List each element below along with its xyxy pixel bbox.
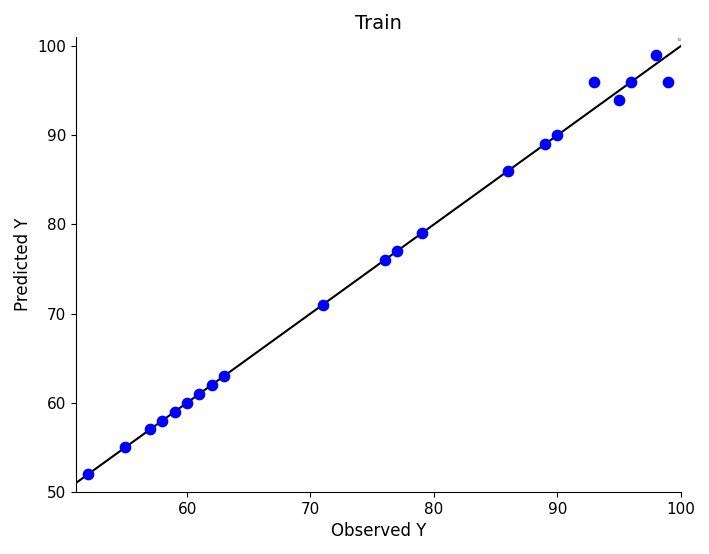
- Point: [169, 407, 180, 416]
- Point: [83, 470, 94, 479]
- Point: [416, 229, 428, 238]
- Point: [218, 372, 230, 381]
- Point: [391, 247, 403, 255]
- Point: [145, 425, 156, 434]
- Point: [625, 78, 637, 86]
- X-axis label: Observed Y: Observed Y: [330, 522, 426, 540]
- Point: [663, 78, 674, 86]
- Point: [317, 300, 328, 309]
- Point: [613, 95, 625, 104]
- Legend: : [679, 38, 680, 40]
- Point: [206, 381, 218, 389]
- Y-axis label: Predicted Y: Predicted Y: [14, 218, 32, 311]
- Point: [157, 416, 168, 425]
- Point: [182, 398, 193, 407]
- Title: Train: Train: [355, 14, 402, 33]
- Point: [379, 255, 390, 264]
- Point: [540, 140, 551, 148]
- Point: [194, 389, 205, 398]
- Point: [588, 78, 600, 86]
- Point: [120, 443, 131, 452]
- Point: [650, 50, 661, 59]
- Point: [552, 131, 563, 140]
- Point: [502, 167, 513, 176]
